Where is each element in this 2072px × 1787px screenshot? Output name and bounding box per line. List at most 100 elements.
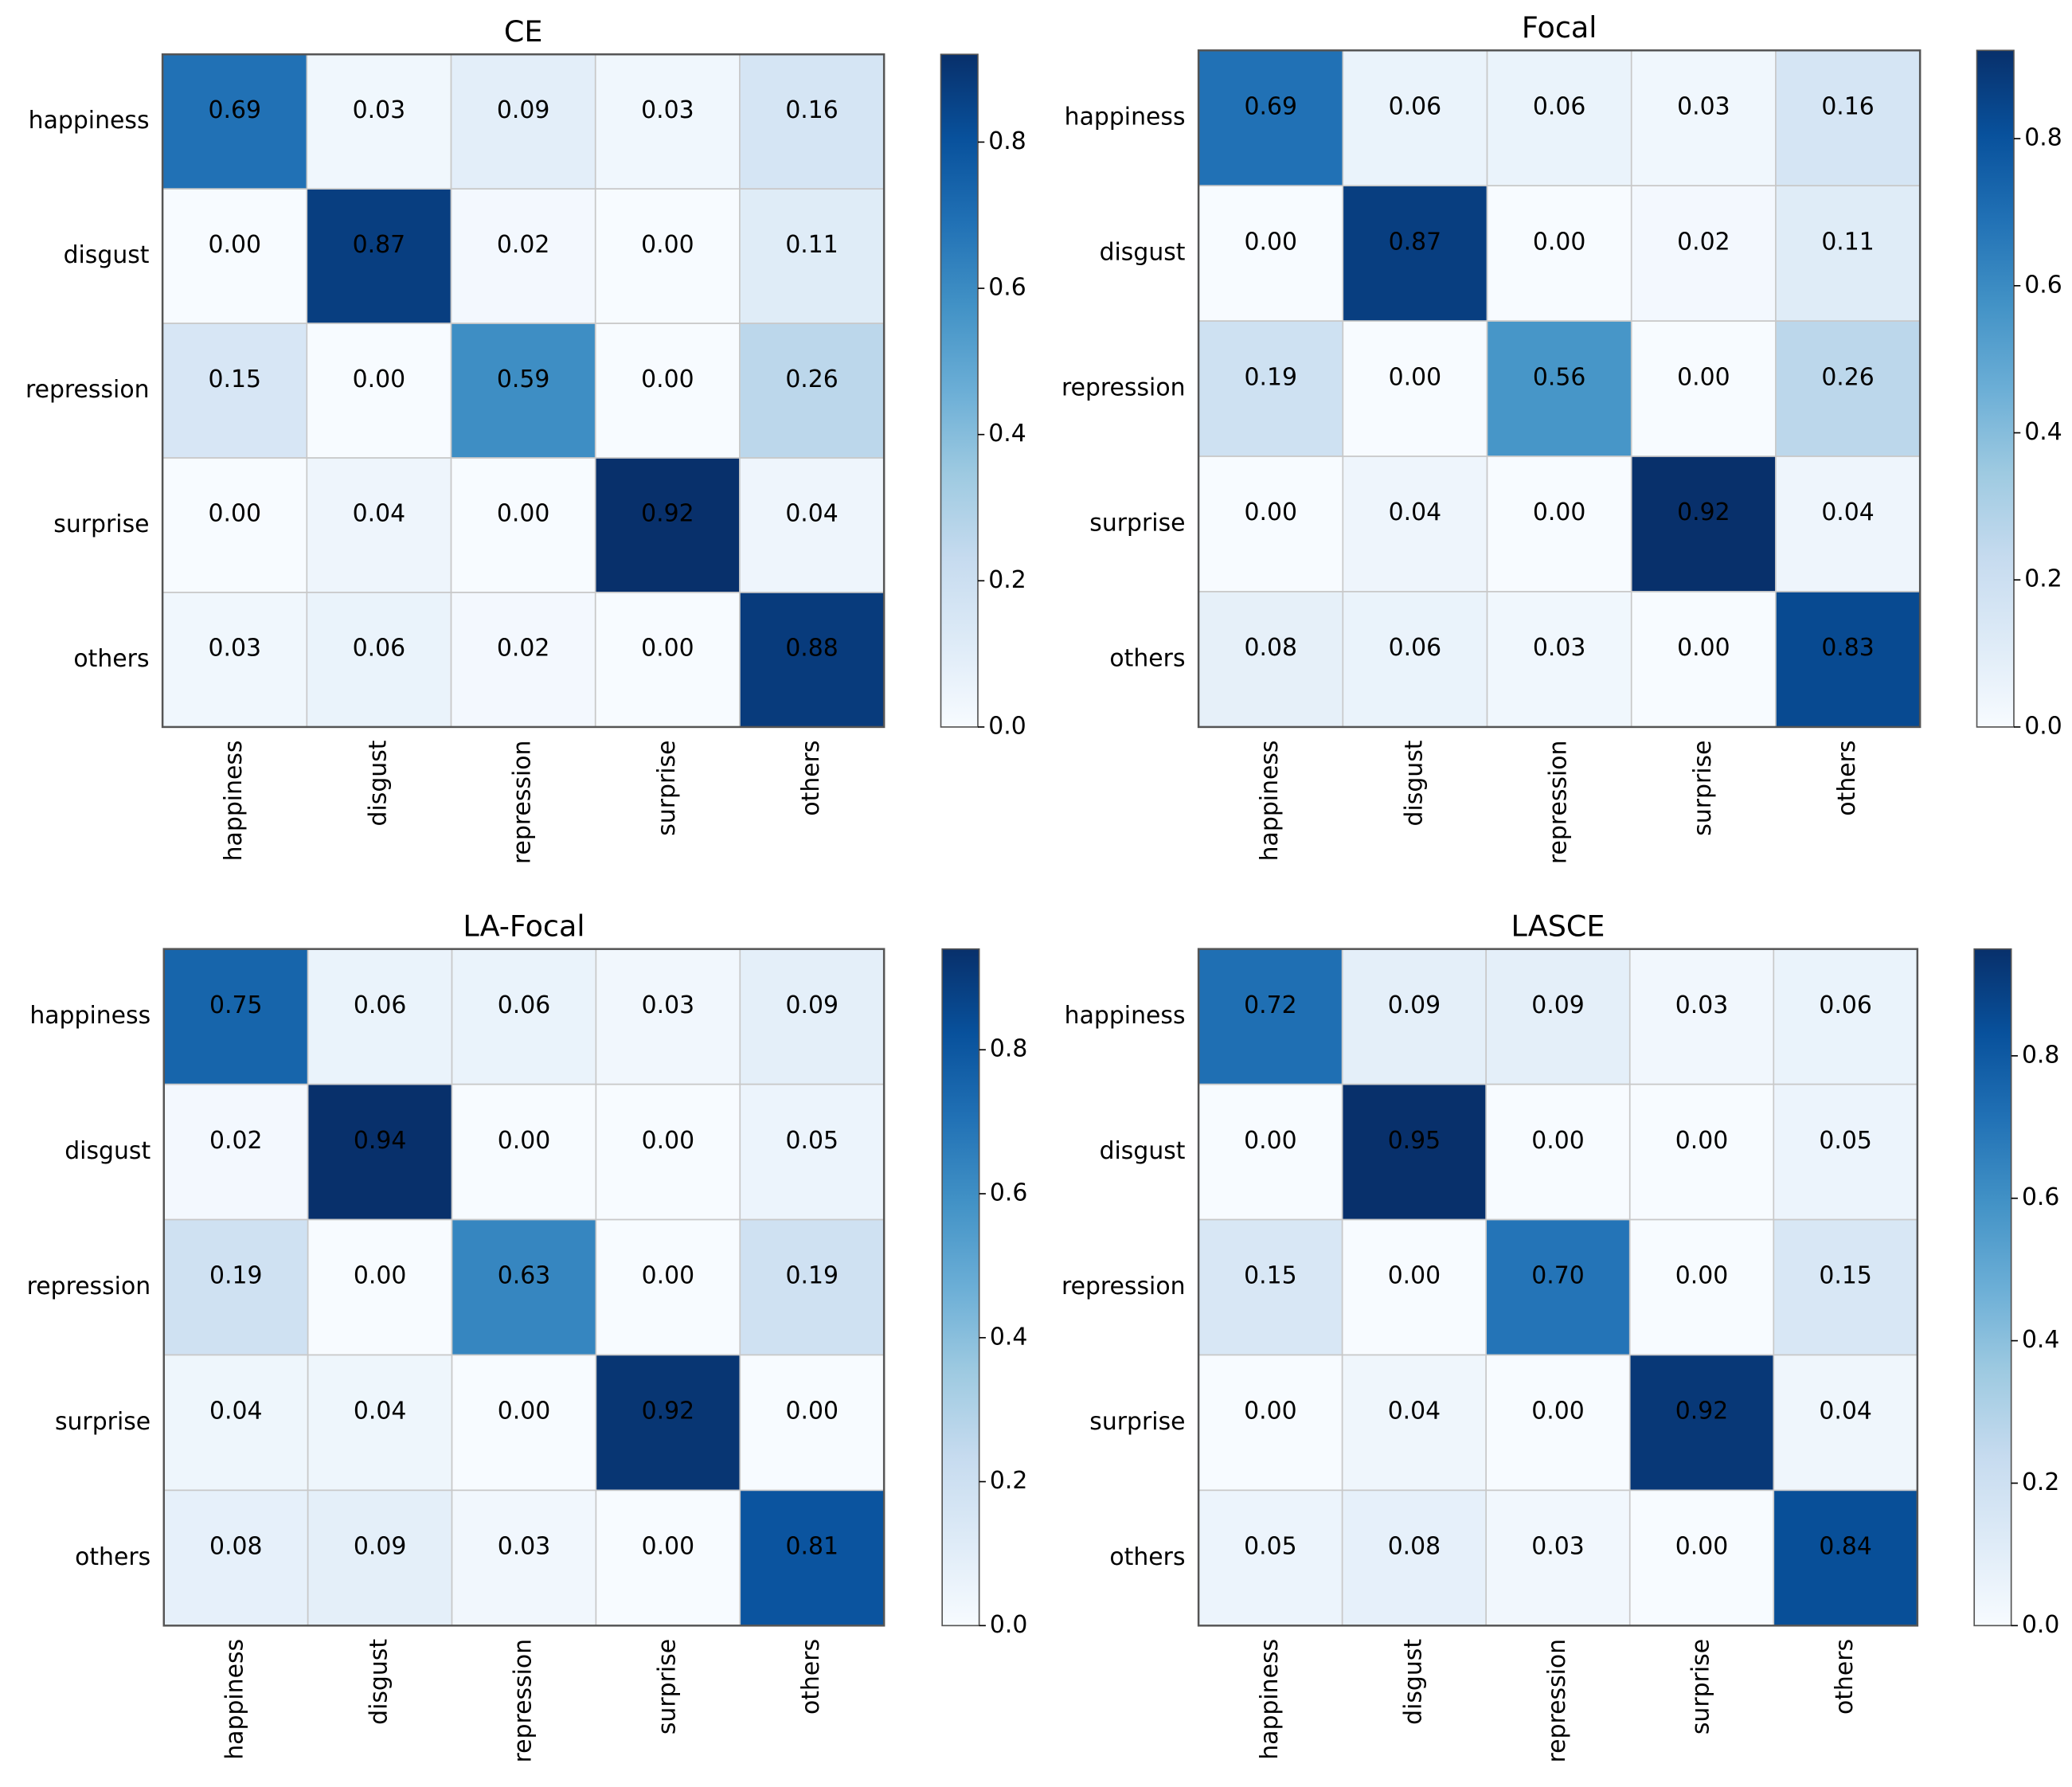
colorbar-tick-label: 0.4 xyxy=(988,420,1026,448)
x-tick-label: surprise xyxy=(653,1639,681,1734)
heatmap-cell xyxy=(1198,49,1344,187)
heatmap-cell xyxy=(1198,1083,1343,1221)
cell-label: 0.00 xyxy=(641,231,694,259)
x-tick-label: others xyxy=(1833,741,1861,816)
cell-label: 0.03 xyxy=(641,96,694,124)
cell-label: 0.06 xyxy=(1389,92,1441,120)
cell-label: 0.95 xyxy=(1388,1127,1441,1155)
colorbar-tick-label: 0.2 xyxy=(988,566,1026,594)
cell-label: 0.04 xyxy=(1388,1398,1441,1425)
cell-label: 0.04 xyxy=(1821,499,1874,526)
cell-label: 0.00 xyxy=(1531,1127,1584,1155)
chart-title: CE xyxy=(504,14,543,49)
heatmap-cell xyxy=(450,457,596,593)
heatmap-cell xyxy=(306,53,452,190)
heatmap-cell xyxy=(1630,320,1777,457)
cell-label: 0.04 xyxy=(354,1398,406,1425)
cell-label: 0.26 xyxy=(1821,363,1874,391)
heatmap-cell xyxy=(739,592,885,728)
cell-label: 0.04 xyxy=(353,500,405,528)
y-tick-label: others xyxy=(75,1543,151,1571)
chart-title: LASCE xyxy=(1511,909,1605,944)
x-tick-label: others xyxy=(1831,1639,1859,1715)
cell-label: 0.15 xyxy=(1819,1262,1871,1290)
x-tick-label: happiness xyxy=(220,741,248,862)
cell-label: 0.00 xyxy=(498,1127,550,1155)
heatmap-cell xyxy=(307,1218,453,1356)
cell-label: 0.00 xyxy=(1675,1262,1728,1290)
cell-label: 0.00 xyxy=(1675,1127,1728,1155)
y-tick-label: happiness xyxy=(29,1002,151,1030)
cell-label: 0.94 xyxy=(354,1127,406,1155)
heatmap-cell xyxy=(1628,1489,1775,1627)
colorbar-tick-label: 0.6 xyxy=(988,274,1026,302)
cell-label: 0.05 xyxy=(1819,1127,1871,1155)
heatmap-cell xyxy=(307,1354,453,1492)
cell-label: 0.04 xyxy=(209,1398,262,1425)
cell-label: 0.00 xyxy=(1244,1398,1296,1425)
colorbar-tick-label: 0.2 xyxy=(2022,1468,2060,1496)
heatmap-cell xyxy=(739,948,885,1085)
x-tick-label: disgust xyxy=(1400,741,1428,827)
cell-label: 0.70 xyxy=(1531,1262,1584,1290)
y-tick-label: repression xyxy=(1061,374,1186,402)
cell-label: 0.09 xyxy=(1388,991,1441,1019)
colorbar xyxy=(1976,49,2015,728)
heatmap-cell xyxy=(307,948,453,1085)
heatmap-cell xyxy=(739,53,885,190)
y-tick-label: happiness xyxy=(1065,104,1186,131)
heatmap-cell xyxy=(162,948,309,1085)
plot-frame xyxy=(1197,49,1921,729)
heatmap-cell xyxy=(451,1218,597,1356)
cell-label: 0.03 xyxy=(1675,991,1728,1019)
colorbar-tick-label: 0.4 xyxy=(990,1323,1028,1351)
heatmap-cell xyxy=(1775,591,1921,728)
cell-label: 0.00 xyxy=(641,635,694,663)
cell-label: 0.00 xyxy=(1531,1398,1584,1425)
colorbar-tick-label: 0.8 xyxy=(988,127,1026,155)
cell-label: 0.00 xyxy=(1389,363,1441,391)
cell-label: 0.09 xyxy=(1531,991,1584,1019)
heatmap-cell xyxy=(739,188,885,324)
cell-label: 0.88 xyxy=(785,635,838,663)
cell-label: 0.03 xyxy=(1531,1533,1584,1561)
colorbar-tick-label: 0.8 xyxy=(2024,124,2062,152)
y-tick-label: disgust xyxy=(65,1137,151,1165)
cell-label: 0.75 xyxy=(209,991,262,1019)
cell-label: 0.16 xyxy=(1821,92,1874,120)
cell-label: 0.04 xyxy=(1819,1398,1871,1425)
cell-label: 0.00 xyxy=(497,500,549,528)
colorbar-tick-label: 0.6 xyxy=(2024,271,2062,299)
colorbar-tick-label: 0.0 xyxy=(990,1611,1028,1639)
y-tick-label: disgust xyxy=(64,241,150,269)
colorbar xyxy=(1973,948,2012,1627)
chart-title: LA-Focal xyxy=(463,909,584,944)
plot-frame xyxy=(162,948,885,1627)
cell-label: 0.09 xyxy=(785,991,838,1019)
heatmap-cell xyxy=(1198,1489,1343,1627)
cell-label: 0.00 xyxy=(642,1533,694,1561)
y-tick-label: surprise xyxy=(1089,510,1185,538)
cell-label: 0.05 xyxy=(1244,1533,1296,1561)
cell-label: 0.92 xyxy=(1677,499,1730,526)
heatmap-cell xyxy=(1775,49,1921,187)
colorbar xyxy=(941,948,980,1627)
x-tick-label: happiness xyxy=(1256,741,1284,862)
heatmap-cell xyxy=(451,1354,597,1492)
cell-label: 0.16 xyxy=(785,96,838,124)
heatmap-cell xyxy=(1630,591,1777,728)
y-tick-label: disgust xyxy=(1100,239,1186,267)
cell-label: 0.81 xyxy=(785,1533,838,1561)
y-tick-label: repression xyxy=(27,1273,151,1300)
cell-label: 0.11 xyxy=(1821,228,1874,256)
x-tick-label: disgust xyxy=(1399,1639,1427,1725)
cell-label: 0.06 xyxy=(354,991,406,1019)
cell-label: 0.69 xyxy=(208,96,260,124)
cell-label: 0.03 xyxy=(1533,634,1585,662)
cell-label: 0.02 xyxy=(1677,228,1730,256)
colorbar-tick-label: 0.2 xyxy=(990,1467,1028,1495)
heatmap-cell xyxy=(1773,1218,1918,1356)
y-tick-label: others xyxy=(1109,1543,1185,1571)
heatmap-cell xyxy=(1775,456,1921,592)
